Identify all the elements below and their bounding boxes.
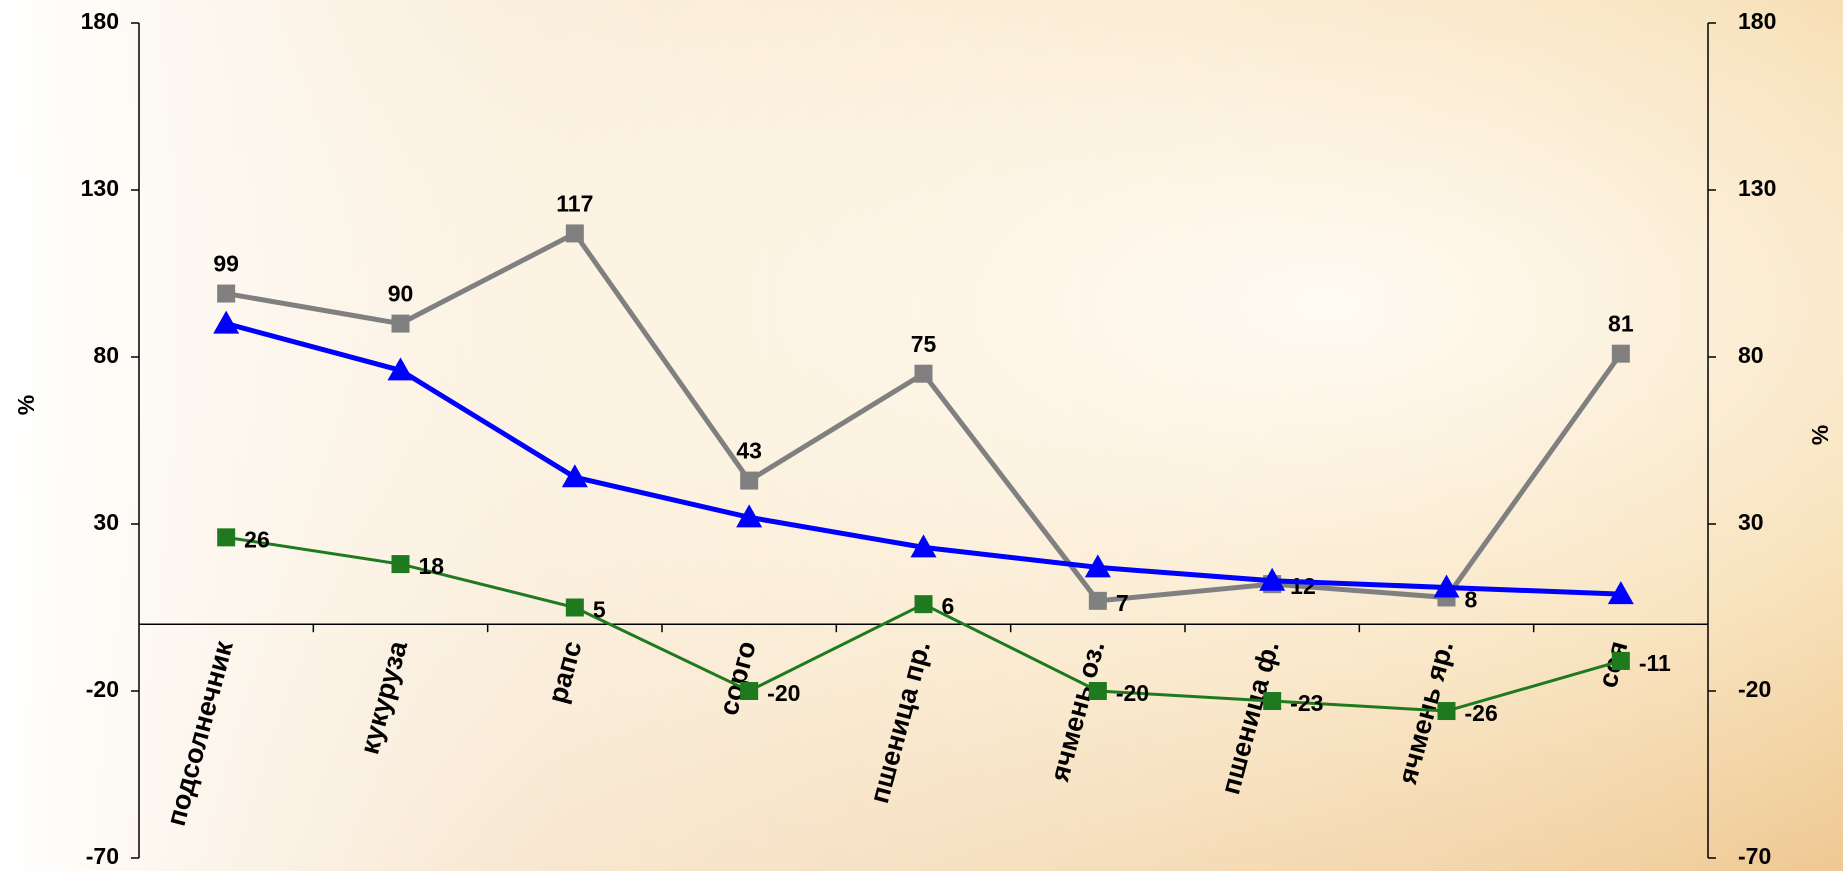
data-label: 8 bbox=[1465, 587, 1478, 613]
data-label: -11 bbox=[1639, 650, 1671, 676]
marker bbox=[391, 555, 410, 574]
marker bbox=[1433, 574, 1460, 598]
data-label: 81 bbox=[1608, 311, 1634, 337]
marker bbox=[1607, 581, 1634, 605]
marker bbox=[1088, 591, 1107, 610]
y-tick-label: 130 bbox=[81, 175, 119, 201]
marker bbox=[1259, 567, 1286, 591]
y-tick-label: 80 bbox=[93, 342, 119, 368]
marker bbox=[736, 504, 763, 528]
marker bbox=[1437, 702, 1456, 721]
marker bbox=[910, 534, 937, 558]
data-label: -26 bbox=[1465, 700, 1498, 726]
marker bbox=[391, 314, 410, 333]
y-axis-label: % bbox=[13, 395, 39, 415]
data-label: -23 bbox=[1290, 690, 1323, 716]
data-label: -20 bbox=[767, 680, 800, 706]
data-label: 7 bbox=[1116, 590, 1129, 616]
y-tick-label: -70 bbox=[86, 843, 119, 869]
marker bbox=[565, 598, 584, 617]
y-tick-label: 30 bbox=[93, 509, 119, 535]
data-label: 12 bbox=[1290, 573, 1316, 599]
y2-tick-label: 180 bbox=[1738, 8, 1776, 34]
marker bbox=[217, 528, 236, 547]
marker bbox=[217, 284, 236, 303]
data-label: 6 bbox=[942, 593, 955, 619]
y2-tick-label: -70 bbox=[1738, 843, 1771, 869]
y2-tick-label: 30 bbox=[1738, 509, 1764, 535]
data-label: 75 bbox=[911, 331, 937, 357]
marker bbox=[387, 357, 414, 381]
data-label: 18 bbox=[419, 553, 445, 579]
marker bbox=[561, 464, 588, 488]
marker bbox=[1611, 651, 1630, 670]
y2-tick-label: -20 bbox=[1738, 676, 1771, 702]
y-tick-label: -20 bbox=[86, 676, 119, 702]
marker bbox=[914, 595, 933, 614]
marker bbox=[1084, 554, 1111, 578]
data-label: 90 bbox=[388, 281, 414, 307]
marker bbox=[740, 682, 759, 700]
y2-tick-label: 80 bbox=[1738, 342, 1764, 368]
marker bbox=[213, 310, 240, 334]
y2-tick-label: 130 bbox=[1738, 175, 1776, 201]
marker bbox=[1088, 682, 1107, 700]
data-label: -20 bbox=[1116, 680, 1149, 706]
marker bbox=[914, 364, 933, 383]
y2-axis-label: % bbox=[1807, 425, 1833, 445]
data-label: 99 bbox=[213, 251, 239, 277]
data-label: 26 bbox=[244, 526, 270, 552]
data-label: 117 bbox=[556, 190, 593, 216]
data-label: 5 bbox=[593, 597, 606, 623]
data-label: 43 bbox=[736, 438, 762, 464]
marker bbox=[1263, 692, 1282, 711]
marker bbox=[1611, 344, 1630, 363]
y-tick-label: 180 bbox=[81, 8, 119, 34]
marker bbox=[740, 471, 759, 490]
marker bbox=[565, 224, 584, 243]
